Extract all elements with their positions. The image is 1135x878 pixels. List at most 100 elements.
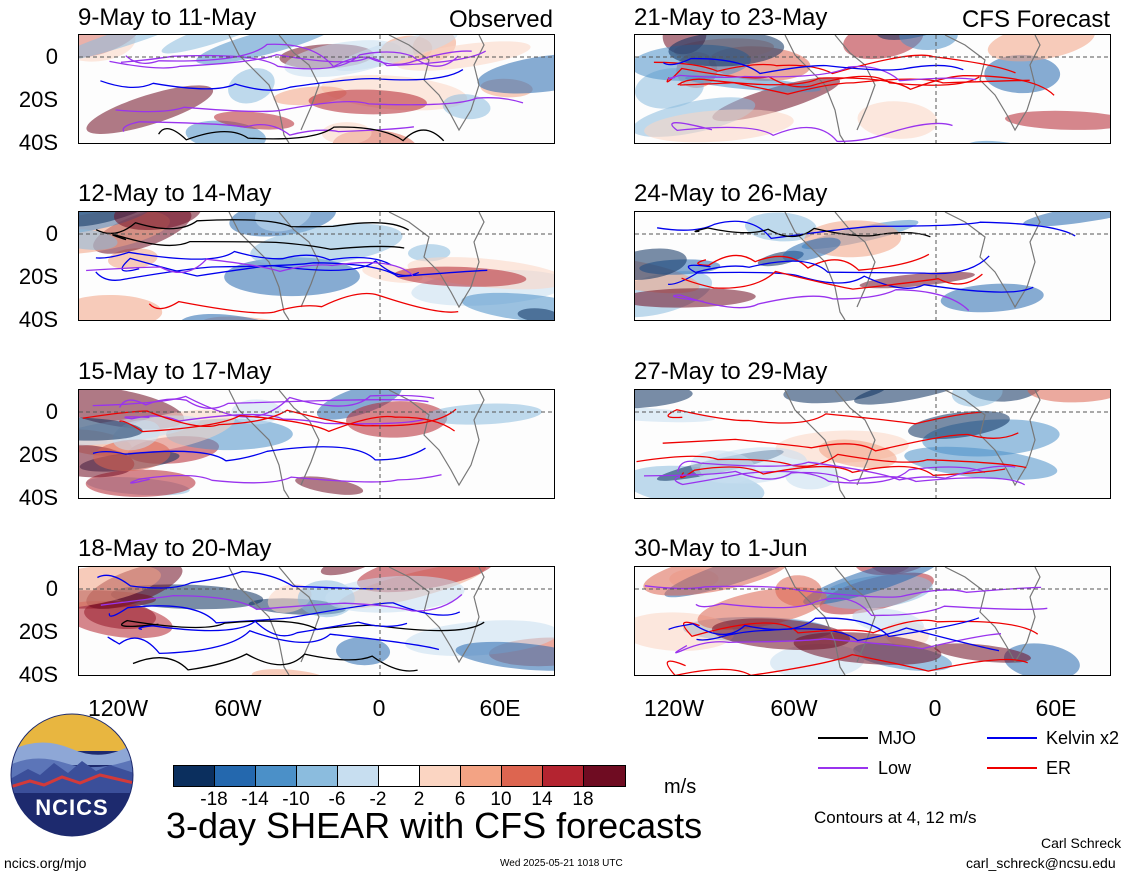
contour-line <box>697 253 930 271</box>
shear-anomaly <box>320 567 378 576</box>
colorbar <box>173 765 626 787</box>
colorbar-tick: 10 <box>490 789 512 810</box>
contour-line <box>694 227 931 238</box>
contour-line <box>109 50 472 69</box>
website-link[interactable]: ncics.org/mjo <box>4 855 87 871</box>
map-panel <box>634 566 1111 676</box>
legend-label-low: Low <box>878 758 912 778</box>
shear-anomaly <box>79 601 173 639</box>
shear-anomaly <box>803 567 943 606</box>
shear-anomaly <box>635 248 687 281</box>
colorbar-cell <box>256 766 297 786</box>
observed-label: Observed <box>448 6 553 33</box>
shear-anomaly <box>1027 390 1110 403</box>
logo-text: NCICS <box>35 795 109 820</box>
contour-line <box>120 51 459 70</box>
panel-title: 30-May to 1-Jun <box>634 535 808 562</box>
coastline-americas <box>228 390 320 498</box>
legend-label-mjo: MJO <box>878 728 916 748</box>
shear-anomaly <box>79 567 161 610</box>
panel-title: 27-May to 29-May <box>634 358 828 385</box>
shear-anomaly <box>228 68 275 104</box>
y-tick-label: 20S <box>18 87 58 112</box>
x-tick-label: 120W <box>87 695 149 721</box>
coastline-americas <box>784 390 876 498</box>
contour-line <box>644 585 1042 598</box>
contour-line <box>653 54 1016 75</box>
shear-anomaly <box>251 669 330 675</box>
colorbar-units: m/s <box>664 776 697 798</box>
contour-line <box>671 122 953 143</box>
contour-line <box>95 250 392 266</box>
colorbar-cell <box>379 766 420 786</box>
y-tick-label: 0 <box>45 44 58 69</box>
colorbar-cell <box>420 766 461 786</box>
shear-anomaly <box>113 212 202 231</box>
legend-label-kelvin: Kelvin x2 <box>1046 728 1120 748</box>
contours-note: Contours at 4, 12 m/s <box>814 808 977 827</box>
contour-line <box>100 594 463 612</box>
shear-anomaly <box>517 308 554 320</box>
coastline-americas <box>228 567 320 675</box>
contour-line <box>148 292 459 314</box>
contour-line <box>108 602 461 624</box>
shear-anomaly <box>79 35 196 62</box>
shear-anomaly <box>255 212 312 232</box>
map-svg <box>79 212 554 320</box>
shear-anomaly <box>196 35 338 65</box>
colorbar-tick: -2 <box>369 789 387 810</box>
x-tick-label: 60E <box>479 695 521 721</box>
shear-anomaly <box>843 35 924 60</box>
shear-anomaly <box>185 120 266 143</box>
contour-line <box>130 474 442 484</box>
shear-anomaly <box>934 643 1031 663</box>
map-panel <box>78 211 555 321</box>
contour-line <box>667 65 977 82</box>
map-panel <box>78 566 555 676</box>
y-tick-label: 0 <box>45 221 58 246</box>
ncics-logo: NCICS <box>10 713 134 837</box>
contour-line <box>121 619 485 632</box>
legend-line-kelvin <box>987 737 1037 739</box>
contour-line <box>656 220 1076 240</box>
shear-anomaly <box>1003 643 1080 675</box>
legend-line-er <box>987 767 1037 769</box>
author-email[interactable]: carl_schreck@ncsu.edu <box>966 855 1116 871</box>
contour-line <box>677 460 1016 481</box>
contour-line <box>668 271 1034 293</box>
contour-line <box>662 432 1019 452</box>
x-tick-label: 0 <box>372 695 386 721</box>
contour-line <box>675 633 1002 654</box>
map-svg <box>79 35 554 143</box>
map-panel <box>78 389 555 499</box>
colorbar-tick: -14 <box>241 789 269 810</box>
contour-line <box>119 398 429 409</box>
panel-title: 18-May to 20-May <box>78 535 272 562</box>
colorbar-tick: -6 <box>328 789 346 810</box>
map-svg <box>635 212 1110 320</box>
contour-line <box>695 597 1048 617</box>
colorbar-tick: 14 <box>531 789 553 810</box>
map-panel <box>634 211 1111 321</box>
colorbar-tick: 18 <box>572 789 594 810</box>
legend-line-low <box>818 767 868 769</box>
contour-line <box>124 413 425 425</box>
contour-line <box>687 255 990 275</box>
contour-line <box>112 234 405 250</box>
contour-line <box>662 57 964 75</box>
contour-line <box>138 620 408 637</box>
contour-line <box>92 446 426 462</box>
panel-title: 12-May to 14-May <box>78 180 272 207</box>
contour-line <box>643 470 1026 486</box>
shear-anomaly <box>425 403 542 425</box>
contour-line <box>119 414 455 433</box>
map-svg <box>79 390 554 498</box>
shear-anomaly <box>1004 110 1110 130</box>
contour-line <box>122 121 414 136</box>
colorbar-cell <box>543 766 584 786</box>
colorbar-cell <box>461 766 502 786</box>
shear-anomaly <box>818 439 897 469</box>
shear-anomaly <box>316 390 402 420</box>
shear-anomaly <box>859 271 975 289</box>
colorbar-cell <box>338 766 379 786</box>
